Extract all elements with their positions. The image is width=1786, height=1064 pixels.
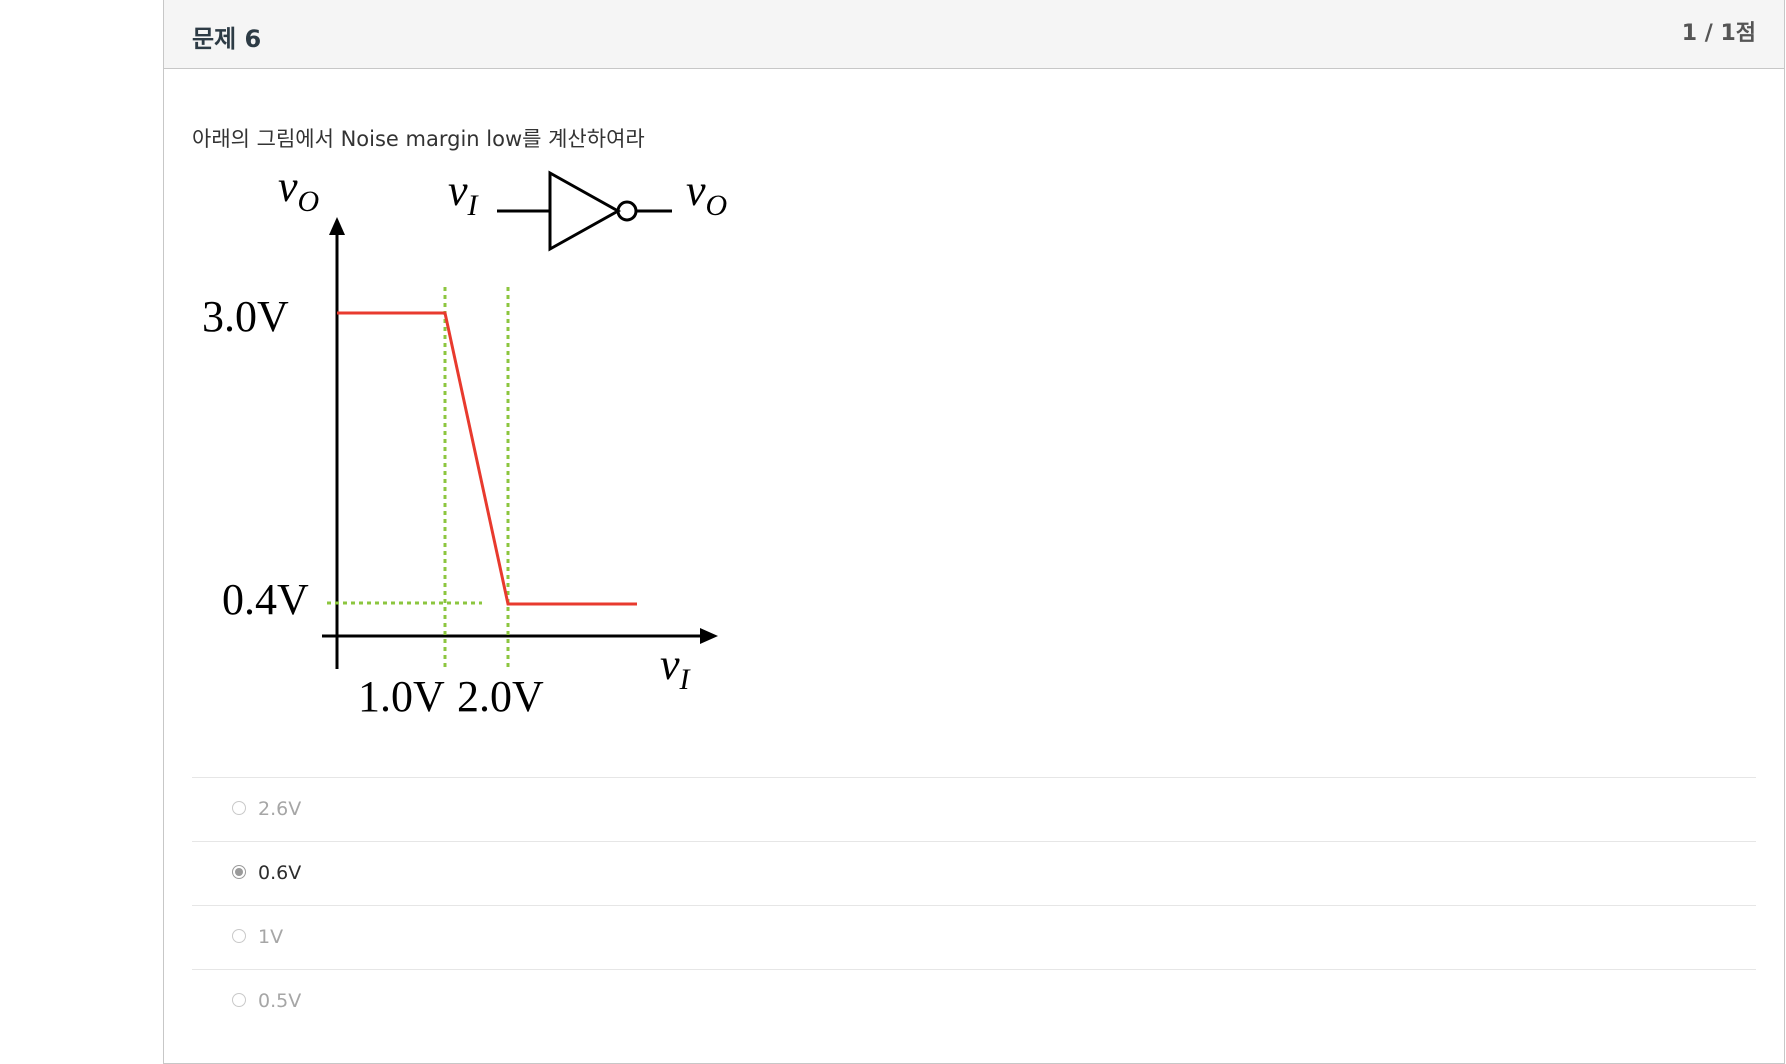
vol-label: 0.4V bbox=[222, 575, 309, 624]
answer-option-3[interactable]: 1V bbox=[192, 905, 1756, 969]
question-text: 아래의 그림에서 Noise margin low를 계산하여라 bbox=[192, 127, 645, 151]
inverter-symbol: vI vO bbox=[448, 166, 727, 252]
inverter-input-label: vI bbox=[448, 166, 480, 222]
transfer-curve bbox=[337, 311, 637, 606]
radio-button[interactable] bbox=[232, 929, 246, 943]
voh-label: 3.0V bbox=[202, 292, 289, 341]
answer-option-4[interactable]: 0.5V bbox=[192, 969, 1756, 1033]
question-card: 문제 6 1 / 1점 아래의 그림에서 Noise margin low를 계… bbox=[163, 0, 1785, 1064]
vih-label: 2.0V bbox=[457, 672, 544, 721]
answer-label: 0.6V bbox=[258, 862, 302, 884]
question-title: 문제 6 bbox=[192, 25, 262, 53]
inverter-triangle bbox=[548, 170, 622, 252]
radio-button-selected[interactable] bbox=[232, 865, 246, 879]
vi-axis-label: vI bbox=[660, 640, 692, 696]
vo-axis-label: vO bbox=[278, 162, 319, 218]
question-points: 1 / 1점 bbox=[1681, 21, 1756, 46]
vil-label: 1.0V bbox=[358, 672, 445, 721]
answer-label: 2.6V bbox=[258, 798, 302, 820]
y-axis-arrow bbox=[329, 217, 345, 235]
answer-list: 2.6V 0.6V 1V 0.5V bbox=[192, 777, 1756, 1033]
inverter-output-label: vO bbox=[686, 166, 727, 222]
question-header: 문제 6 1 / 1점 bbox=[164, 0, 1784, 69]
answer-label: 0.5V bbox=[258, 990, 302, 1012]
answer-label: 1V bbox=[258, 926, 284, 948]
radio-button[interactable] bbox=[232, 801, 246, 815]
radio-button[interactable] bbox=[232, 993, 246, 1007]
vtc-diagram: vO 3.0V 0.4V 1.0V 2.0V vI vI vO bbox=[202, 162, 727, 721]
answer-option-2[interactable]: 0.6V bbox=[192, 841, 1756, 905]
x-axis-arrow bbox=[700, 628, 718, 644]
answer-option-1[interactable]: 2.6V bbox=[192, 777, 1756, 841]
